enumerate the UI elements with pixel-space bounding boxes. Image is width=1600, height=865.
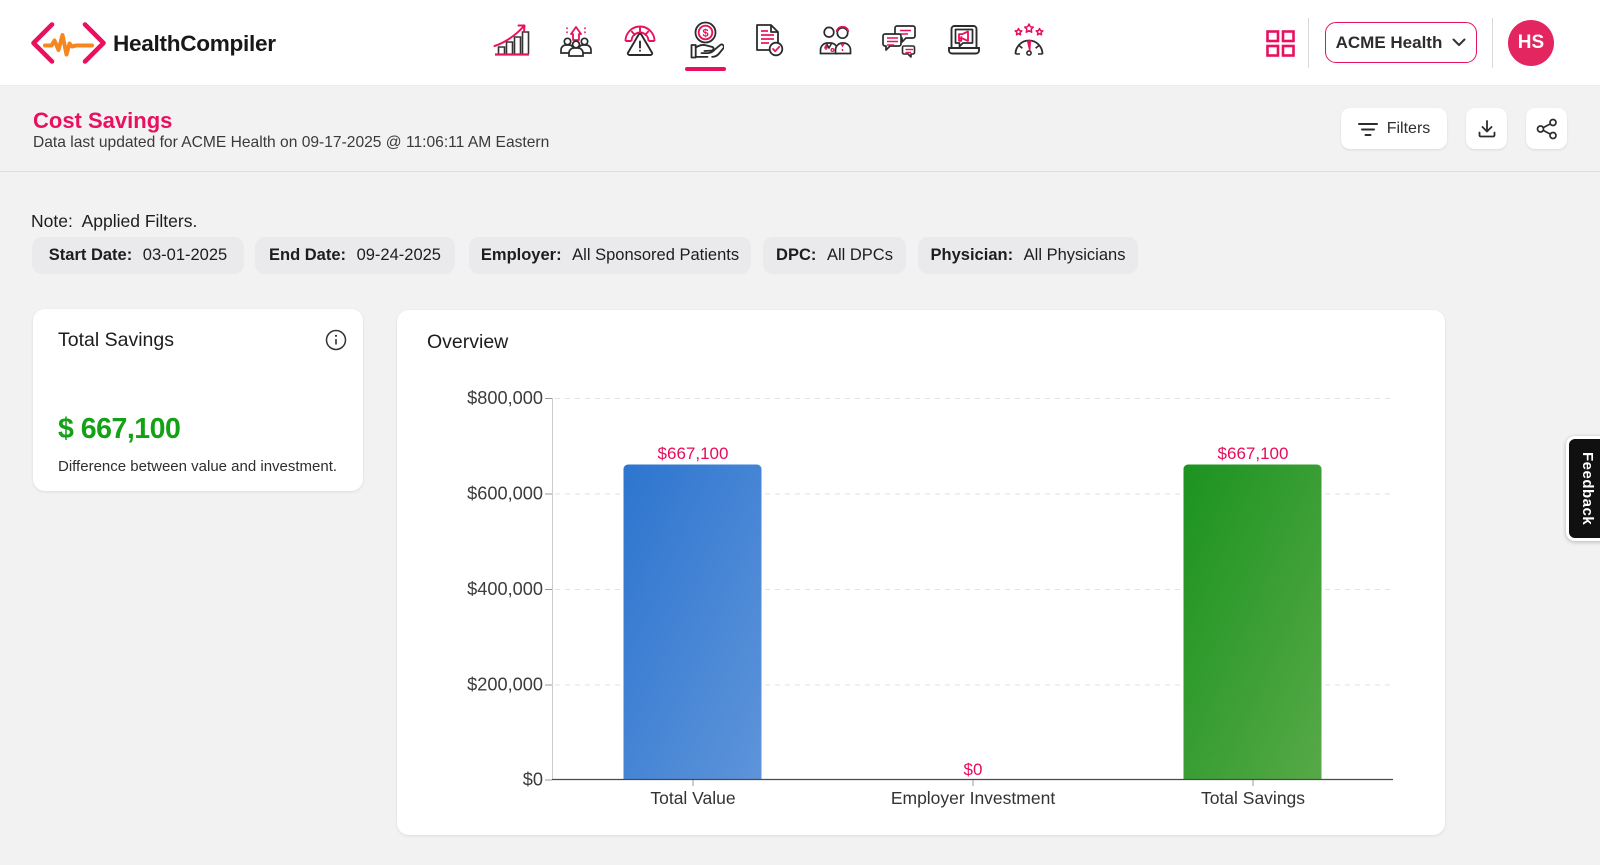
svg-text:$200,000: $200,000	[467, 675, 543, 695]
svg-text:$: $	[702, 28, 708, 40]
svg-text:HealthCompiler: HealthCompiler	[113, 31, 276, 56]
svg-text:$667,100: $667,100	[658, 444, 729, 463]
svg-text:$800,000: $800,000	[467, 388, 543, 408]
svg-text:Total Savings: Total Savings	[1201, 788, 1305, 808]
svg-text:$400,000: $400,000	[467, 579, 543, 599]
svg-text:$0: $0	[523, 770, 543, 790]
svg-text:Total Value: Total Value	[650, 788, 735, 808]
svg-text:$667,100: $667,100	[1218, 444, 1289, 463]
svg-text:Employer Investment: Employer Investment	[891, 788, 1056, 808]
svg-text:$0: $0	[964, 760, 983, 779]
svg-text:$600,000: $600,000	[467, 484, 543, 504]
